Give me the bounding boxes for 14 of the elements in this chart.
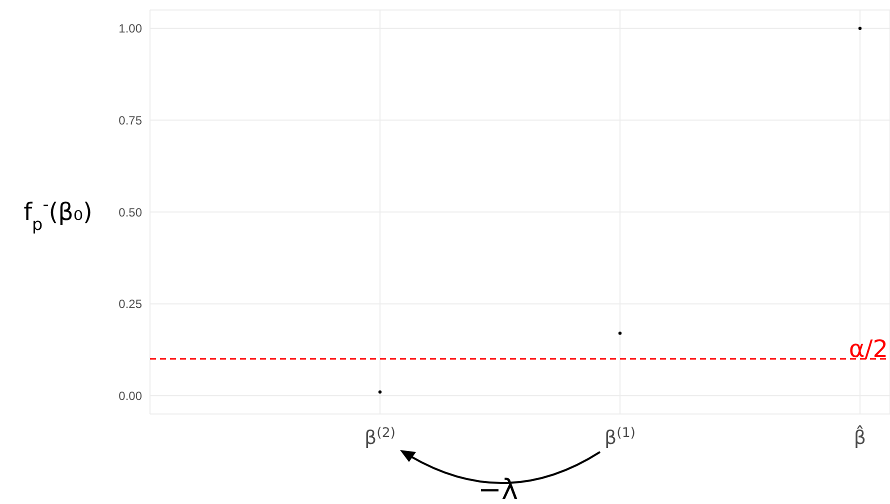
y-axis-title: f$_{p}$$^{-}$(β₀) [24,194,92,234]
x-tick-label: β$^{(2)}$ [364,426,396,449]
x-tick-label: β̂ [854,424,866,449]
y-tick-label: 0.00 [118,388,142,403]
y-tick-label: 0.50 [118,205,142,220]
point [378,390,382,394]
y-tick-label: 1.00 [118,22,142,36]
ref-line-label: α/2 [848,334,888,363]
y-tick-label: 0.25 [118,297,142,312]
y-tick-label: 0.75 [118,113,142,128]
point [618,332,622,335]
x-tick-label: β$^{(1)}$ [604,426,636,449]
point [858,26,862,30]
text: −λ [476,473,520,504]
